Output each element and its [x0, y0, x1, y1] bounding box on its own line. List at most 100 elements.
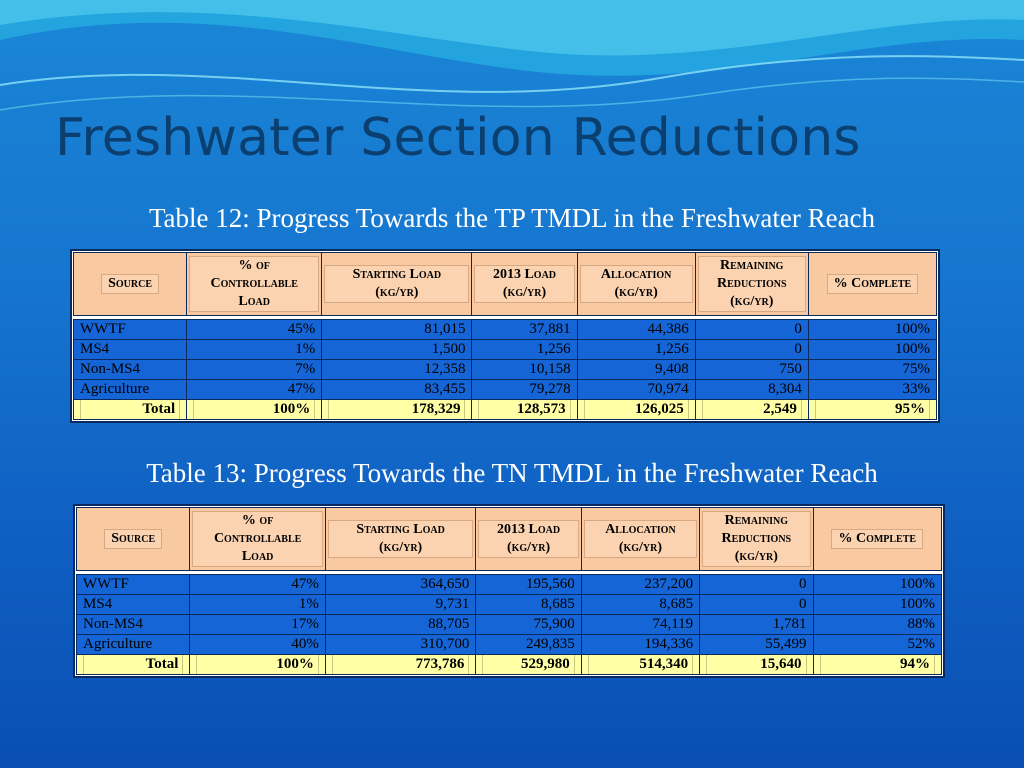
table-row: MS4 1% 1,500 1,256 1,256 0 100% [72, 339, 938, 360]
total-row: Total 100% 773,786 529,980 514,340 15,64… [75, 654, 943, 675]
header-remaining-reductions: Remaining Reductions (kg/yr) [694, 252, 809, 316]
table-row: Agriculture 40% 310,700 249,835 194,336 … [75, 634, 943, 655]
cell: 47% [189, 574, 326, 595]
cell: 40% [189, 634, 326, 655]
cell: 8,685 [580, 594, 701, 615]
cell: 750 [694, 359, 809, 380]
cell: 1,500 [321, 339, 473, 360]
cell: 310,700 [324, 634, 477, 655]
cell: 70,974 [576, 379, 696, 400]
cell: 100% [807, 339, 938, 360]
cell: Agriculture [75, 634, 191, 655]
header-2013-load: 2013 Load (kg/yr) [471, 252, 578, 316]
cell: 773,786 [324, 654, 477, 675]
cell: 44,386 [576, 319, 696, 340]
cell: 74,119 [580, 614, 701, 635]
table-row: MS4 1% 9,731 8,685 8,685 0 100% [75, 594, 943, 615]
cell: 15,640 [699, 654, 814, 675]
cell: 83,455 [321, 379, 473, 400]
cell: Non-MS4 [75, 614, 191, 635]
cell: 10,158 [471, 359, 578, 380]
header-row: Source % of Controllable Load Starting L… [75, 507, 943, 571]
cell: 249,835 [475, 634, 582, 655]
cell: 33% [807, 379, 938, 400]
table-row: WWTF 47% 364,650 195,560 237,200 0 100% [75, 574, 943, 595]
cell: 0 [694, 319, 809, 340]
cell: 194,336 [580, 634, 701, 655]
cell: 55,499 [699, 634, 814, 655]
cell: 529,980 [475, 654, 582, 675]
header-starting-load: Starting Load (kg/yr) [324, 507, 477, 571]
decorative-wave [0, 0, 1024, 111]
cell: 81,015 [321, 319, 473, 340]
cell: 237,200 [580, 574, 701, 595]
table-row: Non-MS4 17% 88,705 75,900 74,119 1,781 8… [75, 614, 943, 635]
table-row: WWTF 45% 81,015 37,881 44,386 0 100% [72, 319, 938, 340]
page-title: Freshwater Section Reductions [55, 108, 861, 168]
cell: 0 [699, 574, 814, 595]
header-percent-controllable: % of Controllable Load [186, 252, 323, 316]
cell: 9,731 [324, 594, 477, 615]
cell: MS4 [72, 339, 188, 360]
header-percent-complete: % Complete [807, 252, 938, 316]
header-starting-load: Starting Load (kg/yr) [321, 252, 473, 316]
cell: 9,408 [576, 359, 696, 380]
cell: 88% [812, 614, 943, 635]
header-percent-complete: % Complete [812, 507, 943, 571]
cell: 1,256 [576, 339, 696, 360]
cell: 100% [807, 319, 938, 340]
cell: 364,650 [324, 574, 477, 595]
cell: 17% [189, 614, 326, 635]
header-source: Source [75, 507, 191, 571]
cell: 100% [186, 399, 323, 420]
cell: 88,705 [324, 614, 477, 635]
cell: 0 [699, 594, 814, 615]
cell: 126,025 [576, 399, 696, 420]
cell: 47% [186, 379, 323, 400]
header-allocation: Allocation (kg/yr) [576, 252, 696, 316]
table-caption: Table 12: Progress Towards the TP TMDL i… [148, 203, 876, 233]
header-2013-load: 2013 Load (kg/yr) [475, 507, 582, 571]
cell: 75% [807, 359, 938, 380]
table-row: Agriculture 47% 83,455 79,278 70,974 8,3… [72, 379, 938, 400]
table-caption: Table 13: Progress Towards the TN TMDL i… [146, 458, 878, 488]
data-table: Source % of Controllable Load Starting L… [70, 249, 940, 423]
cell: WWTF [75, 574, 191, 595]
cell: Total [72, 399, 188, 420]
cell: 100% [189, 654, 326, 675]
cell: 2,549 [694, 399, 809, 420]
table-row: Non-MS4 7% 12,358 10,158 9,408 750 75% [72, 359, 938, 380]
cell: 1,781 [699, 614, 814, 635]
cell: 37,881 [471, 319, 578, 340]
total-row: Total 100% 178,329 128,573 126,025 2,549… [72, 399, 938, 420]
header-allocation: Allocation (kg/yr) [580, 507, 701, 571]
cell: 79,278 [471, 379, 578, 400]
cell: 100% [812, 574, 943, 595]
cell: Non-MS4 [72, 359, 188, 380]
cell: 95% [807, 399, 938, 420]
cell: 7% [186, 359, 323, 380]
cell: 178,329 [321, 399, 473, 420]
cell: 1,256 [471, 339, 578, 360]
cell: 75,900 [475, 614, 582, 635]
cell: 128,573 [471, 399, 578, 420]
cell: Agriculture [72, 379, 188, 400]
cell: 195,560 [475, 574, 582, 595]
cell: 1% [186, 339, 323, 360]
cell: 8,304 [694, 379, 809, 400]
header-percent-controllable: % of Controllable Load [189, 507, 326, 571]
cell: 514,340 [580, 654, 701, 675]
cell: Total [75, 654, 191, 675]
cell: 52% [812, 634, 943, 655]
header-row: Source % of Controllable Load Starting L… [72, 252, 938, 316]
cell: WWTF [72, 319, 188, 340]
cell: 100% [812, 594, 943, 615]
cell: 0 [694, 339, 809, 360]
header-remaining-reductions: Remaining Reductions (kg/yr) [699, 507, 814, 571]
data-table: Source % of Controllable Load Starting L… [73, 504, 945, 678]
header-source: Source [72, 252, 188, 316]
cell: 8,685 [475, 594, 582, 615]
cell: 12,358 [321, 359, 473, 380]
cell: MS4 [75, 594, 191, 615]
cell: 1% [189, 594, 326, 615]
